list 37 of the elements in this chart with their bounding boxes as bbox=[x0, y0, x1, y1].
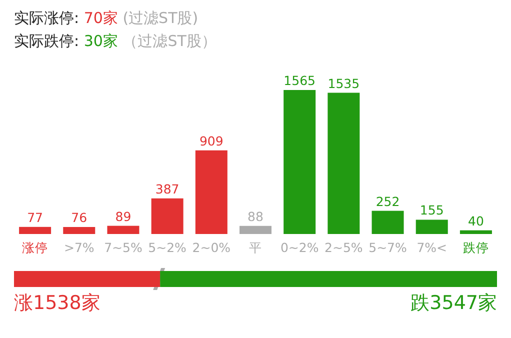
bar bbox=[240, 226, 272, 234]
x-tick-label: 7~5% bbox=[104, 240, 142, 255]
text: 实际涨停: 70家 (过滤ST股) bbox=[14, 9, 198, 27]
bar bbox=[195, 150, 228, 234]
bar bbox=[107, 226, 140, 234]
data-label: 89 bbox=[115, 208, 132, 224]
data-label: 76 bbox=[71, 210, 88, 226]
bar bbox=[372, 210, 404, 234]
bar bbox=[460, 230, 492, 234]
data-label: 涨1538家 bbox=[14, 292, 100, 314]
bar bbox=[416, 220, 448, 234]
x-tick-label: 涨停 bbox=[22, 240, 48, 255]
x-tick-label: 平 bbox=[249, 240, 262, 255]
data-label: 跌3547家 bbox=[410, 292, 497, 314]
data-label: 77 bbox=[27, 210, 43, 225]
bar bbox=[328, 92, 360, 234]
bar bbox=[19, 226, 52, 234]
x-tick-label: 5~7% bbox=[368, 240, 408, 255]
data-label: 1535 bbox=[328, 76, 360, 91]
data-label: 40 bbox=[468, 213, 484, 228]
x-tick-label: 7%< bbox=[416, 240, 448, 255]
data-label: 909 bbox=[199, 133, 224, 148]
text: 实际跌停: 30家 （过滤ST股） bbox=[14, 32, 216, 50]
x-tick-label: 2~0% bbox=[192, 240, 231, 255]
data-label: 1565 bbox=[284, 73, 316, 88]
x-tick-label: 0~2% bbox=[280, 240, 319, 255]
data-label: 88 bbox=[248, 208, 264, 224]
x-tick-label: 2~5% bbox=[324, 240, 363, 255]
x-tick-label: >7% bbox=[64, 240, 94, 255]
data-label: 387 bbox=[155, 181, 180, 196]
bar bbox=[284, 90, 316, 234]
x-tick-label: 5~2% bbox=[148, 240, 187, 255]
data-label: 252 bbox=[376, 194, 400, 209]
x-tick-label: 跌停 bbox=[462, 240, 489, 255]
bar bbox=[151, 198, 184, 234]
data-label: 155 bbox=[420, 202, 444, 218]
bar bbox=[63, 227, 96, 234]
